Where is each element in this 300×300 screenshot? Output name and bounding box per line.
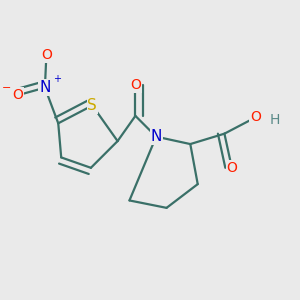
Text: O: O [13, 88, 24, 102]
Text: −: − [2, 83, 11, 93]
Text: O: O [226, 161, 237, 175]
Text: S: S [88, 98, 97, 113]
Text: O: O [250, 110, 261, 124]
Text: O: O [130, 78, 141, 92]
Text: +: + [53, 74, 62, 84]
Text: O: O [41, 48, 52, 62]
Text: N: N [39, 80, 51, 95]
Text: H: H [270, 113, 280, 127]
Text: N: N [151, 129, 162, 144]
